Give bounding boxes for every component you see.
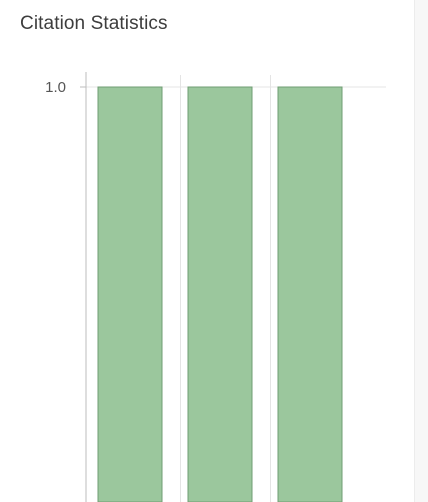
citation-chart: 1.0 <box>45 72 386 502</box>
bar <box>187 86 253 502</box>
bars <box>97 86 343 502</box>
bar <box>97 86 163 502</box>
y-axis: 1.0 <box>45 72 87 502</box>
y-tick-label: 1.0 <box>45 79 66 96</box>
bar <box>277 86 343 502</box>
section-title: Citation Statistics <box>20 13 168 34</box>
right-rail <box>414 0 428 502</box>
content-panel: Citation Statistics 1.0 <box>20 13 386 502</box>
